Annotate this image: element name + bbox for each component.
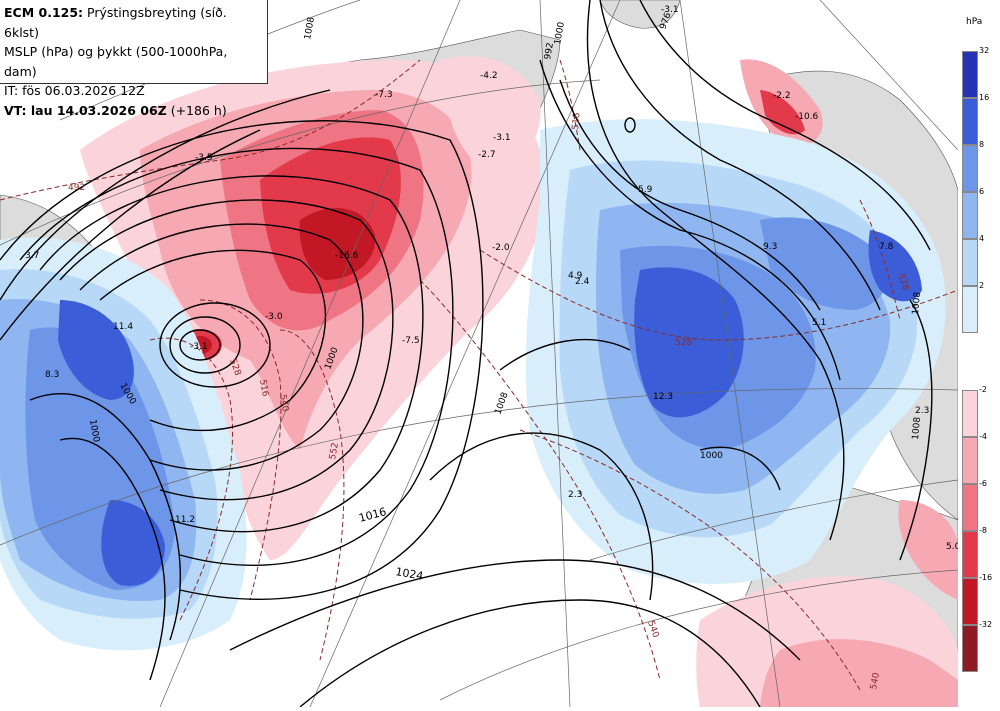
legend-tick-label: -32: [979, 620, 993, 629]
change-label: -3.1: [661, 5, 679, 15]
legend-swatch: [962, 531, 978, 578]
map-title-box: ECM 0.125: Prýstingsbreyting (síð. 6klst…: [0, 0, 268, 118]
legend-swatch: [962, 239, 978, 286]
legend-tick-label: 6: [979, 187, 985, 196]
color-legend: hPa 32 16 8 6 4 2 -2 -4 -6 -8 -16 -32: [958, 0, 1000, 707]
legend-tick-label: 2: [979, 281, 985, 290]
change-label: -10.6: [795, 112, 819, 122]
legend-tick-label: 4: [979, 234, 985, 243]
legend-tick-label: -4: [979, 432, 987, 441]
legend-tick-label: -2: [979, 385, 987, 394]
legend-tick-label: 16: [979, 93, 990, 102]
change-label: -2.0: [492, 243, 510, 253]
change-label: -7.3: [375, 90, 393, 100]
legend-swatch: [962, 286, 978, 333]
legend-swatch: [962, 390, 978, 437]
thickness-contours: [0, 59, 959, 691]
thickness-label: 540: [869, 672, 882, 691]
legend-swatch: [962, 51, 978, 98]
map-labels: 1008 1000 1016 1024 992 1000 1008 1000 1…: [25, 5, 961, 691]
change-label: 4.9: [568, 271, 583, 281]
change-label: -2.7: [478, 150, 496, 160]
change-label: 3.7: [25, 251, 39, 261]
isobar-label: 1000: [553, 21, 567, 46]
thickness-label: 516: [257, 379, 270, 398]
thickness-label: 492: [68, 183, 85, 193]
svalbard-land: [599, 0, 681, 29]
thickness-label: 516: [571, 112, 582, 130]
change-label: -2.2: [773, 91, 791, 101]
weather-map: 1008 1000 1016 1024 992 1000 1008 1000 1…: [0, 0, 961, 708]
isobar-label: 992: [543, 42, 556, 61]
change-label: 2.3: [915, 406, 929, 416]
change-label: 5.0: [946, 542, 958, 552]
change-label: -3.0: [265, 312, 283, 322]
graticule: [0, 0, 959, 708]
change-label: -16.6: [335, 251, 359, 261]
title-line-1: ECM 0.125: Prýstingsbreyting (síð. 6klst…: [4, 5, 227, 40]
isobar-label: 1008: [303, 16, 317, 41]
isobars: [0, 0, 933, 708]
legend-swatch: [962, 98, 978, 145]
title-line-4: VT: lau 14.03.2026 06Z (+186 h): [4, 102, 227, 118]
thickness-label: 540: [277, 394, 290, 413]
change-label: 5.9: [638, 185, 653, 195]
thickness-label: 528: [675, 338, 692, 348]
change-label: 12.3: [653, 392, 673, 402]
change-label: -3.1: [190, 342, 208, 352]
isobar-label: 1000: [87, 419, 101, 444]
legend-tick-label: -8: [979, 526, 987, 535]
legend-swatch: [962, 437, 978, 484]
isobar-label: 1008: [911, 416, 923, 440]
legend-tick-label: -6: [979, 479, 987, 488]
legend-swatch: [962, 192, 978, 239]
legend-swatch: [962, 625, 978, 672]
title-line-2: MSLP (hPa) og þykkt (500-1000hPa, dam): [4, 44, 228, 79]
isobar-label: 1008: [911, 291, 923, 315]
thickness-label: 552: [328, 442, 341, 461]
change-label: -3.5: [195, 153, 213, 163]
change-label: -7.5: [402, 336, 420, 346]
legend-unit: hPa: [966, 17, 983, 27]
isobar-label: 1024: [394, 565, 424, 583]
legend-swatch: [962, 578, 978, 625]
change-label: 9.3: [763, 242, 777, 252]
change-label: -3.1: [493, 133, 511, 143]
legend-tick-label: -16: [979, 573, 993, 582]
legend-tick-label: 8: [979, 140, 985, 149]
change-label: -4.2: [480, 71, 498, 81]
change-label: 5.1: [812, 318, 826, 328]
change-label: 2.4: [575, 277, 590, 287]
legend-swatch: [962, 145, 978, 192]
change-label: 7.8: [879, 242, 894, 252]
legend-swatch: [962, 484, 978, 531]
change-label: 11.2: [175, 515, 195, 525]
change-label: 8.3: [45, 370, 59, 380]
change-label: 2.3: [568, 490, 582, 500]
isobar-label: 1000: [700, 451, 723, 461]
title-line-3: IT: fös 06.03.2026 12Z: [4, 83, 145, 98]
legend-tick-label: 32: [979, 46, 990, 55]
change-label: 11.4: [113, 322, 133, 332]
pressure-rise-shading: [0, 119, 946, 651]
